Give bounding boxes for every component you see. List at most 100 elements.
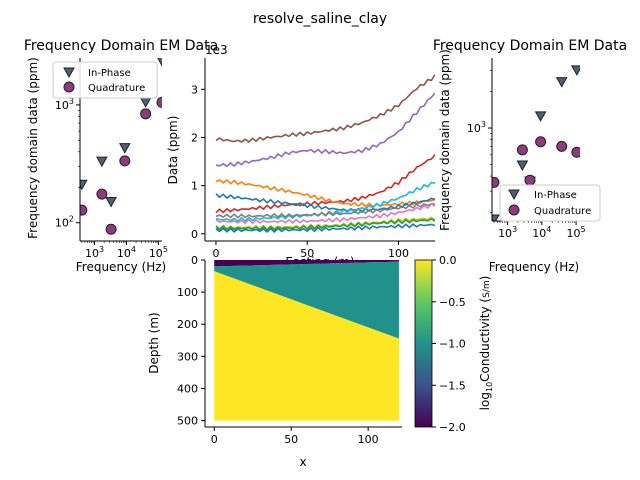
- left-fd-y-label: Frequency domain data (ppm): [26, 57, 40, 239]
- left-fd-x-tick-label: 104: [117, 245, 136, 260]
- colorbar-tick-label: −0.5: [439, 296, 466, 309]
- left-legend-inphase-marker: [63, 67, 75, 79]
- left-legend-inphase-label: In-Phase: [88, 68, 131, 79]
- profile-line: [215, 178, 435, 208]
- model-layer-middle: [214, 261, 399, 339]
- model-x-tick-label: 100: [358, 433, 379, 446]
- left-fd-quadrature-point: [156, 96, 162, 108]
- right-legend-quadrature-label: Quadrature: [534, 206, 591, 217]
- left-fd-quadrature-point: [119, 155, 131, 167]
- right-fd-quadrature-point: [492, 176, 500, 188]
- left-fd-inphase-point: [80, 179, 88, 191]
- right-fd-x-tick-label: 104: [532, 225, 551, 240]
- left-fd-legend: In-Phase Quadrature: [52, 61, 158, 99]
- left-fd-inphase-point: [157, 58, 162, 67]
- profile-x-tick-label: 0: [212, 247, 219, 260]
- profile-y-tick-label: 3: [191, 83, 198, 96]
- right-fd-panel: 103 104 105 103 Frequency Domain EM Data Fr…: [433, 38, 627, 274]
- right-fd-inphase-point: [492, 214, 500, 221]
- model-y-tick-label: 0: [191, 254, 198, 267]
- right-fd-inphase-point: [516, 160, 529, 171]
- model-y-tick-label: 100: [177, 286, 198, 299]
- model-layer-bottom: [214, 271, 399, 421]
- right-fd-inphase-point: [570, 65, 580, 76]
- profile-line: [215, 154, 435, 214]
- profile-line: [215, 92, 435, 168]
- left-fd-x-tick-label: 105: [149, 245, 168, 260]
- profile-y-offset: 1e3: [205, 43, 228, 57]
- left-legend-quadrature-label: Quadrature: [88, 83, 145, 94]
- profile-x-tick-label: 100: [388, 247, 409, 260]
- model-y-tick-label: 400: [177, 382, 198, 395]
- right-fd-y-tick-label: 103: [467, 120, 486, 135]
- left-fd-x-label: Frequency (Hz): [76, 260, 167, 274]
- left-legend-quadrature-marker: [63, 81, 75, 93]
- right-fd-x-tick-label: 103: [498, 225, 517, 240]
- left-fd-quadrature-point: [140, 108, 152, 120]
- colorbar-ticks: 0.0 −0.5 −1.0 −1.5 −2.0: [432, 254, 466, 434]
- profile-y-tick-label: 2: [191, 131, 198, 144]
- right-fd-quadrature-point: [571, 146, 580, 158]
- left-fd-y-tick-label: 103: [55, 97, 74, 112]
- profile-line: [215, 223, 435, 233]
- right-fd-quadrature-point: [556, 140, 568, 152]
- model-x-tick-label: 50: [284, 433, 298, 446]
- left-fd-y-tick-label: 102: [55, 215, 74, 230]
- left-fd-inphase-point: [96, 156, 108, 168]
- left-fd-inphase-point: [118, 143, 131, 154]
- right-fd-quadrature-point: [535, 136, 547, 148]
- profile-ticks: 0 50 100 0 1 2 3: [191, 83, 409, 260]
- left-fd-x-tick-label: 103: [85, 245, 104, 260]
- right-fd-quadrature-point: [524, 174, 536, 186]
- colorbar-label: log10Conductivity (S/m): [478, 276, 494, 411]
- right-fd-y-label: Frequency domain data (ppm): [438, 49, 452, 231]
- left-fd-title: Frequency Domain EM Data: [24, 38, 218, 54]
- profile-y-tick-label: 1: [191, 180, 198, 193]
- colorbar-tick-label: −1.5: [439, 379, 466, 392]
- model-x-tick-label: 0: [211, 433, 218, 446]
- right-fd-inphase-point: [534, 111, 547, 122]
- left-fd-markers: [80, 58, 162, 235]
- profile-line: [215, 193, 435, 214]
- model-layers: [214, 260, 399, 421]
- right-legend-quadrature-marker: [508, 204, 520, 216]
- model-panel: 0 50 100 0 100 200 300 400 500 x Depth (m): [147, 254, 402, 469]
- profile-y-label: Data (ppm): [166, 116, 180, 185]
- model-ticks: 0 50 100 0 100 200 300 400 500: [177, 254, 379, 446]
- colorbar-tick-label: −1.0: [439, 338, 466, 351]
- profile-x-tick-label: 50: [300, 247, 314, 260]
- colorbar: 0.0 −0.5 −1.0 −1.5 −2.0 log10Conductivity (S…: [414, 254, 494, 434]
- colorbar-tick-label: −2.0: [439, 421, 466, 434]
- right-fd-legend: In-Phase Quadrature: [499, 184, 601, 222]
- left-fd-inphase-point: [139, 97, 152, 108]
- right-legend-inphase-marker: [508, 189, 520, 201]
- model-layer-top: [214, 260, 399, 267]
- profile-lines: [215, 74, 435, 233]
- profile-y-tick-label: 0: [191, 228, 198, 241]
- model-x-label: x: [299, 455, 306, 469]
- profile-line: [215, 202, 435, 219]
- right-fd-title: Frequency Domain EM Data: [433, 38, 627, 54]
- figure-suptitle: resolve_saline_clay: [253, 11, 387, 27]
- model-y-tick-label: 200: [177, 318, 198, 331]
- model-y-tick-label: 500: [177, 415, 198, 428]
- model-y-label: Depth (m): [147, 312, 161, 373]
- profile-line: [215, 74, 435, 143]
- right-fd-x-label: Frequency (Hz): [489, 260, 580, 274]
- colorbar-tick-label: 0.0: [439, 254, 457, 267]
- right-fd-x-tick-label: 105: [567, 225, 586, 240]
- model-y-tick-label: 300: [177, 350, 198, 363]
- left-fd-quadrature-point: [105, 223, 117, 235]
- left-fd-quadrature-point: [80, 204, 88, 216]
- profile-line: [215, 203, 435, 225]
- profile-line: [215, 218, 435, 232]
- left-fd-inphase-point: [105, 196, 117, 208]
- colorbar-gradient: [414, 259, 433, 428]
- right-legend-inphase-label: In-Phase: [534, 190, 577, 201]
- right-fd-inphase-point: [555, 77, 568, 88]
- left-fd-quadrature-point: [96, 188, 108, 200]
- right-fd-quadrature-point: [516, 144, 528, 156]
